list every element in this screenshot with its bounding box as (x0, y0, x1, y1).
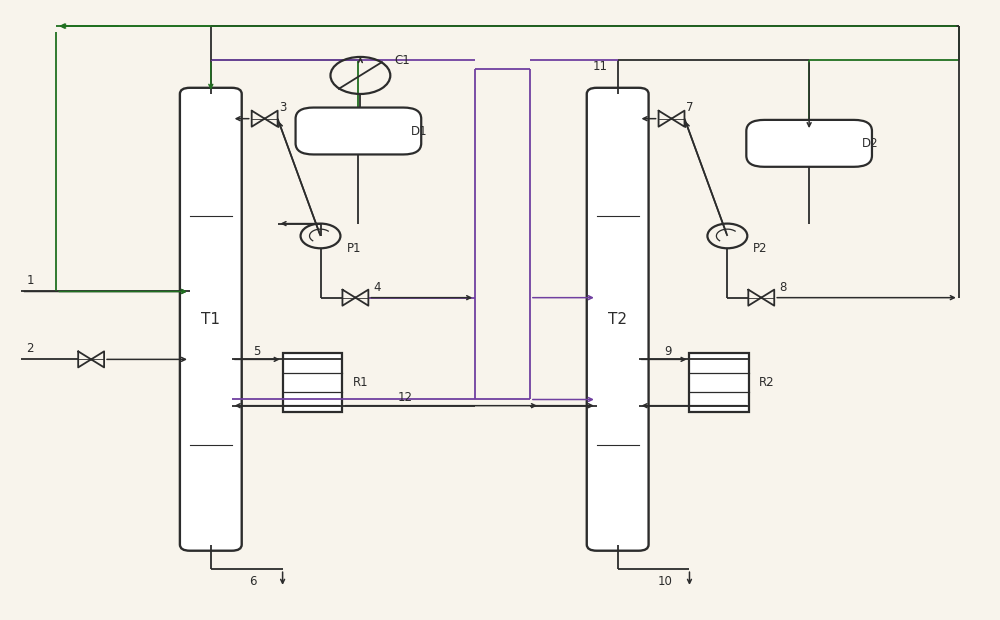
Text: P2: P2 (753, 242, 768, 255)
FancyBboxPatch shape (587, 88, 649, 551)
Text: R1: R1 (352, 376, 368, 389)
Text: 2: 2 (26, 342, 34, 355)
Text: 1: 1 (26, 274, 34, 287)
Text: D1: D1 (411, 125, 428, 138)
Text: 3: 3 (280, 101, 287, 114)
Text: T1: T1 (201, 312, 220, 327)
Text: 4: 4 (373, 281, 381, 294)
FancyBboxPatch shape (180, 88, 242, 551)
Bar (283, 353, 342, 412)
Text: C1: C1 (394, 53, 410, 66)
Bar (689, 353, 749, 412)
Text: D2: D2 (862, 137, 879, 150)
Text: 12: 12 (397, 391, 412, 404)
Text: 11: 11 (593, 60, 608, 73)
Text: R2: R2 (759, 376, 775, 389)
Text: 7: 7 (686, 101, 694, 114)
Text: 6: 6 (249, 575, 256, 588)
Text: 5: 5 (253, 345, 260, 358)
Text: 8: 8 (779, 281, 787, 294)
FancyBboxPatch shape (746, 120, 872, 167)
Text: P1: P1 (346, 242, 361, 255)
Text: 10: 10 (658, 575, 672, 588)
Text: T2: T2 (608, 312, 627, 327)
FancyBboxPatch shape (296, 107, 421, 154)
Text: 9: 9 (665, 345, 672, 358)
